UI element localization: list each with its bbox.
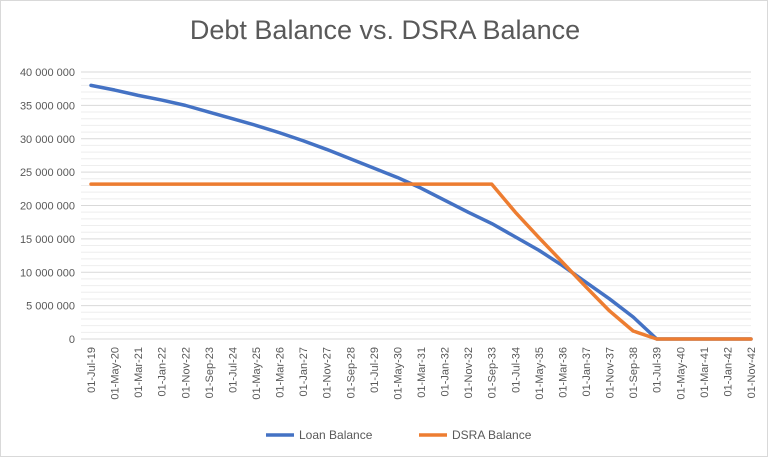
x-axis-ticks: 01-Jul-19 01-May-20 01-Mar-21 01-Jan-22 01-N… — [86, 347, 758, 400]
x-tick-label: 01-Jan-22 — [157, 347, 169, 397]
y-tick-label: 15 000 000 — [20, 234, 75, 246]
x-tick-label: 01-Sep-38 — [628, 347, 640, 398]
x-tick-label: 01-Nov-37 — [605, 347, 617, 398]
x-tick-label: 01-Jul-39 — [652, 347, 664, 393]
x-tick-label: 01-Mar-41 — [699, 347, 711, 398]
x-tick-label: 01-May-25 — [251, 347, 263, 400]
x-tick-label: 01-Nov-32 — [463, 347, 475, 398]
x-tick-label: 01-Sep-33 — [487, 347, 499, 398]
x-tick-label: 01-Jul-29 — [369, 347, 381, 393]
legend-label: DSRA Balance — [452, 428, 532, 442]
y-tick-label: 10 000 000 — [20, 267, 75, 279]
x-tick-label: 01-Nov-27 — [322, 347, 334, 398]
gridlines — [81, 72, 751, 339]
x-tick-label: 01-Sep-28 — [345, 347, 357, 398]
x-tick-label: 01-Jan-32 — [440, 347, 452, 397]
y-axis-ticks: 0 5 000 000 10 000 000 15 000 000 20 000 000… — [20, 67, 75, 346]
x-tick-label: 01-May-40 — [675, 347, 687, 400]
legend: Loan Balance DSRA Balance — [266, 428, 532, 442]
x-tick-label: 01-Mar-21 — [133, 347, 145, 398]
x-tick-label: 01-Jul-24 — [227, 347, 239, 393]
y-tick-label: 40 000 000 — [20, 67, 75, 79]
x-tick-label: 01-Mar-36 — [557, 347, 569, 398]
x-tick-label: 01-Jul-34 — [510, 347, 522, 393]
y-tick-label: 30 000 000 — [20, 134, 75, 146]
x-tick-label: 01-Mar-31 — [416, 347, 428, 398]
x-tick-label: 01-Jan-37 — [581, 347, 593, 397]
x-tick-label: 01-Mar-26 — [275, 347, 287, 398]
x-tick-label: 01-Jan-27 — [298, 347, 310, 397]
x-tick-label: 01-May-20 — [110, 347, 122, 400]
y-tick-label: 0 — [69, 334, 75, 346]
x-tick-label: 01-May-35 — [534, 347, 546, 400]
legend-label: Loan Balance — [299, 428, 373, 442]
y-tick-label: 35 000 000 — [20, 100, 75, 112]
x-tick-label: 01-Nov-22 — [180, 347, 192, 398]
y-tick-label: 25 000 000 — [20, 167, 75, 179]
y-tick-label: 20 000 000 — [20, 201, 75, 213]
y-tick-label: 5 000 000 — [26, 301, 75, 313]
x-tick-label: 01-Jul-19 — [86, 347, 98, 393]
x-tick-label: 01-Sep-23 — [204, 347, 216, 398]
x-tick-label: 01-Jan-42 — [722, 347, 734, 397]
series-line-dsra-balance — [91, 184, 751, 339]
x-tick-label: 01-Nov-42 — [746, 347, 758, 398]
x-tick-label: 01-May-30 — [392, 347, 404, 400]
